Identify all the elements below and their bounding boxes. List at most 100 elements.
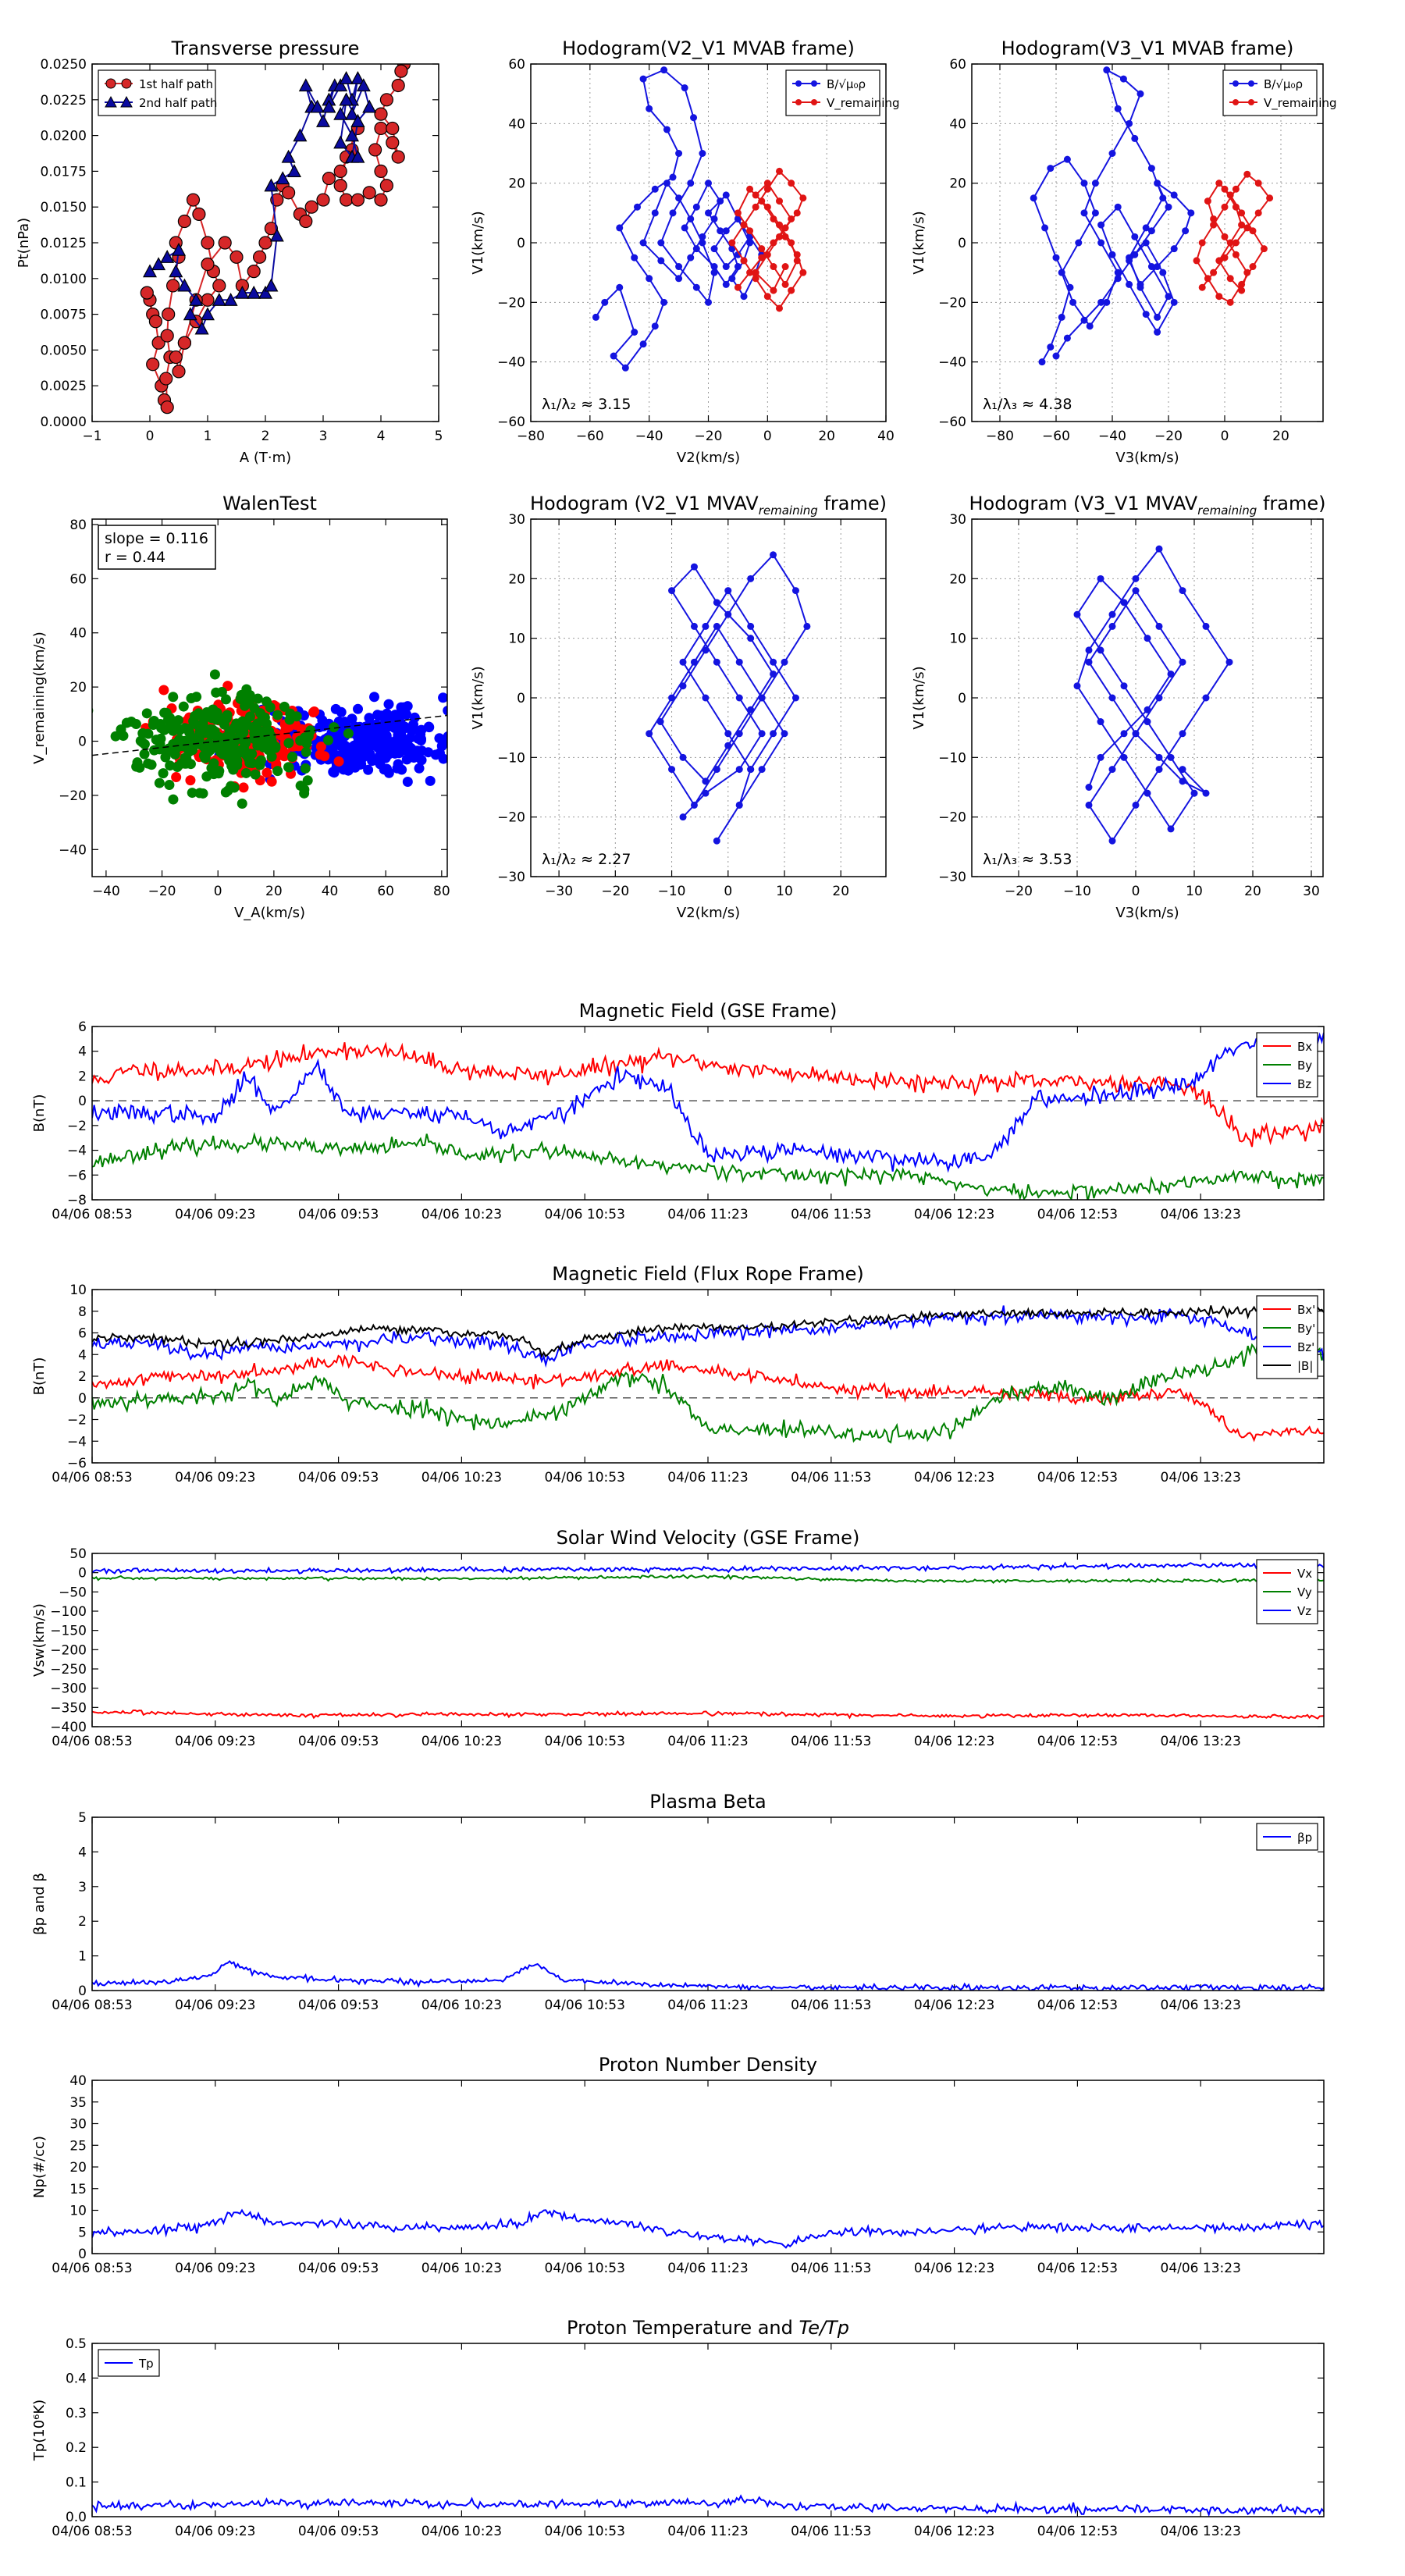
data-point [208,704,219,715]
data-point [283,738,294,749]
axes-frame [91,1289,1325,1464]
data-point [155,733,166,744]
data-point [616,283,624,291]
title-suffix: frame) [818,493,887,514]
data-point [368,143,382,157]
data-point [776,221,783,229]
y-tick-label: −200 [50,1642,87,1658]
data-point [639,75,647,83]
data-point [679,813,687,821]
data-point [146,358,160,372]
data-point [1097,718,1104,726]
data-point [1147,165,1155,173]
data-point [656,718,664,726]
data-point [1108,610,1116,618]
eigenvalue-annotation: λ₁/λ₃ ≈ 3.53 [983,851,1072,868]
data-point [1080,316,1088,324]
y-tick-label: −2 [67,1119,87,1134]
data-point [158,724,169,735]
data-point [374,121,388,136]
data-point [735,801,743,809]
data-point [1108,622,1116,630]
data-point [740,221,748,229]
data-point [791,587,799,595]
axes-frame [530,63,887,422]
data-point [333,78,348,92]
data-point [1080,180,1088,187]
data-point [1232,185,1240,193]
data-point [724,610,732,618]
data-point [651,322,659,330]
data-point [178,701,189,712]
plot-area [92,1026,1324,1200]
data-point [601,298,609,306]
data-point [1210,215,1218,222]
y-tick-label: 20 [949,176,966,192]
x-tick-label: −1 [82,429,101,444]
legend-label: Bx' [1297,1303,1315,1317]
series-line-0 [648,553,808,841]
plot-marks [92,2494,1324,2517]
data-point [699,150,706,157]
data-point [690,563,698,571]
data-point [272,710,283,720]
y-tick-label: 0.0075 [41,308,87,323]
data-point [702,789,710,797]
data-point [763,293,771,301]
x-tick-label: 04/06 11:53 [791,1207,871,1222]
data-point [241,684,252,695]
data-point [446,731,447,737]
data-point [394,710,405,721]
data-point [1097,221,1105,229]
data-point [151,257,166,271]
x-tick-label: −40 [92,884,120,899]
y-tick-label: 0 [958,236,966,251]
data-point [1182,227,1190,235]
x-tick-label: 30 [1303,884,1320,899]
data-point [646,105,653,112]
data-point [402,776,413,787]
y-axis-label: B(nT) [31,1094,48,1133]
legend-label: Bz [1297,1077,1311,1091]
data-point [1221,233,1229,240]
data-point [669,173,677,181]
x-tick-label: −10 [1063,884,1091,899]
title-suffix: frame) [1257,493,1325,514]
data-point [1144,635,1151,642]
plot-marks [646,551,811,845]
y-tick-label: 40 [69,2073,87,2089]
data-point [1193,257,1200,265]
x-tick-label: −20 [601,884,629,899]
data-point [702,646,710,654]
y-tick-label: 80 [69,518,87,533]
data-point [405,732,416,743]
data-point [1249,263,1257,271]
data-point [770,215,777,222]
data-point [734,215,742,222]
axes-frame [91,63,439,422]
data-point [740,293,748,301]
data-point [254,760,265,770]
y-tick-label: 60 [508,57,525,73]
x-axis-label: V2(km/s) [677,905,740,921]
data-point [675,150,683,157]
data-point [1030,194,1037,202]
x-tick-label: −40 [1098,429,1126,444]
data-point [211,687,222,698]
data-point [639,239,647,247]
data-point [788,286,795,294]
data-point [362,99,377,113]
data-point [467,749,477,759]
data-point [646,275,653,283]
data-point [416,755,427,766]
legend-marker [795,99,802,105]
x-tick-label: 04/06 12:23 [914,1734,994,1749]
chart-panel-magnetic_field_gse: Magnetic Field (GSE Frame) −8 −6 −4 −2 0 2 4 6 04… [31,1000,1325,1222]
x-tick-label: 5 [435,429,443,444]
plot-area [92,2080,1324,2254]
y-tick-label: 0.0250 [41,57,87,73]
data-point [240,767,251,778]
data-point [1075,239,1083,247]
data-point [401,754,412,765]
data-point [746,269,754,276]
